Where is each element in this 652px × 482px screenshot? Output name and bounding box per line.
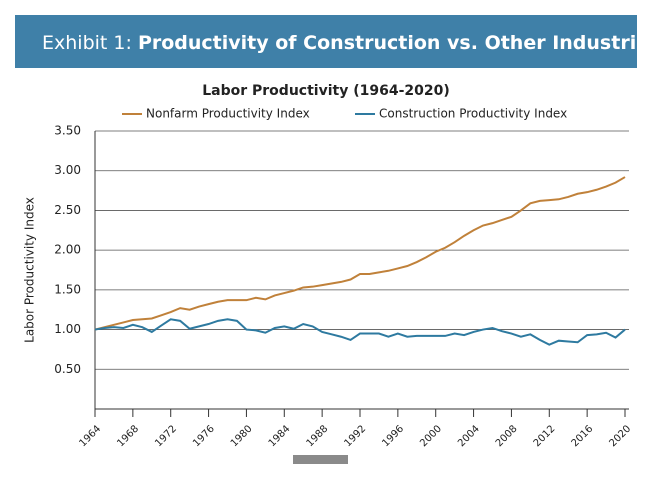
x-tick-label: 2020 xyxy=(607,423,633,449)
series-line xyxy=(94,176,626,331)
x-tick-label: 1996 xyxy=(380,423,406,449)
y-tick-label: 1.50 xyxy=(54,282,81,296)
x-tick-label: 1980 xyxy=(229,423,255,449)
legend-label: Construction Productivity Index xyxy=(379,107,567,121)
y-axis-label: Labor Productivity Index xyxy=(23,197,37,343)
x-tick-label: 1992 xyxy=(342,423,368,449)
x-tick-label: 2004 xyxy=(456,423,482,449)
x-tick-label: 1968 xyxy=(115,423,141,449)
y-tick-label: 0.50 xyxy=(54,362,81,376)
x-tick-label: 2000 xyxy=(418,423,444,449)
x-tick-label: 1988 xyxy=(305,423,331,449)
y-tick-label: 1.00 xyxy=(54,322,81,336)
x-tick-label: 2016 xyxy=(570,423,596,449)
y-tick-label: 3.50 xyxy=(54,124,81,138)
y-tick-label: 2.00 xyxy=(54,243,81,257)
x-tick-label: 1984 xyxy=(267,423,293,449)
header-band xyxy=(15,15,637,68)
legend-label: Nonfarm Productivity Index xyxy=(146,107,310,121)
y-tick-label: 2.50 xyxy=(54,203,81,217)
x-tick-label: 1972 xyxy=(153,423,179,449)
x-tick-label: 1964 xyxy=(77,423,103,449)
x-tick-label: 2012 xyxy=(532,423,558,449)
x-tick-label: 2008 xyxy=(494,423,520,449)
chart-title: Labor Productivity (1964-2020) xyxy=(202,83,450,99)
x-tick-label: 1976 xyxy=(191,423,217,449)
series-line xyxy=(94,318,626,346)
header: Exhibit 1: Productivity of Construction … xyxy=(42,32,652,54)
header-title: Productivity of Construction vs. Other I… xyxy=(138,32,652,54)
scroll-bar xyxy=(293,455,348,464)
y-tick-label: 3.00 xyxy=(54,163,81,177)
header-prefix: Exhibit 1: xyxy=(42,32,132,54)
